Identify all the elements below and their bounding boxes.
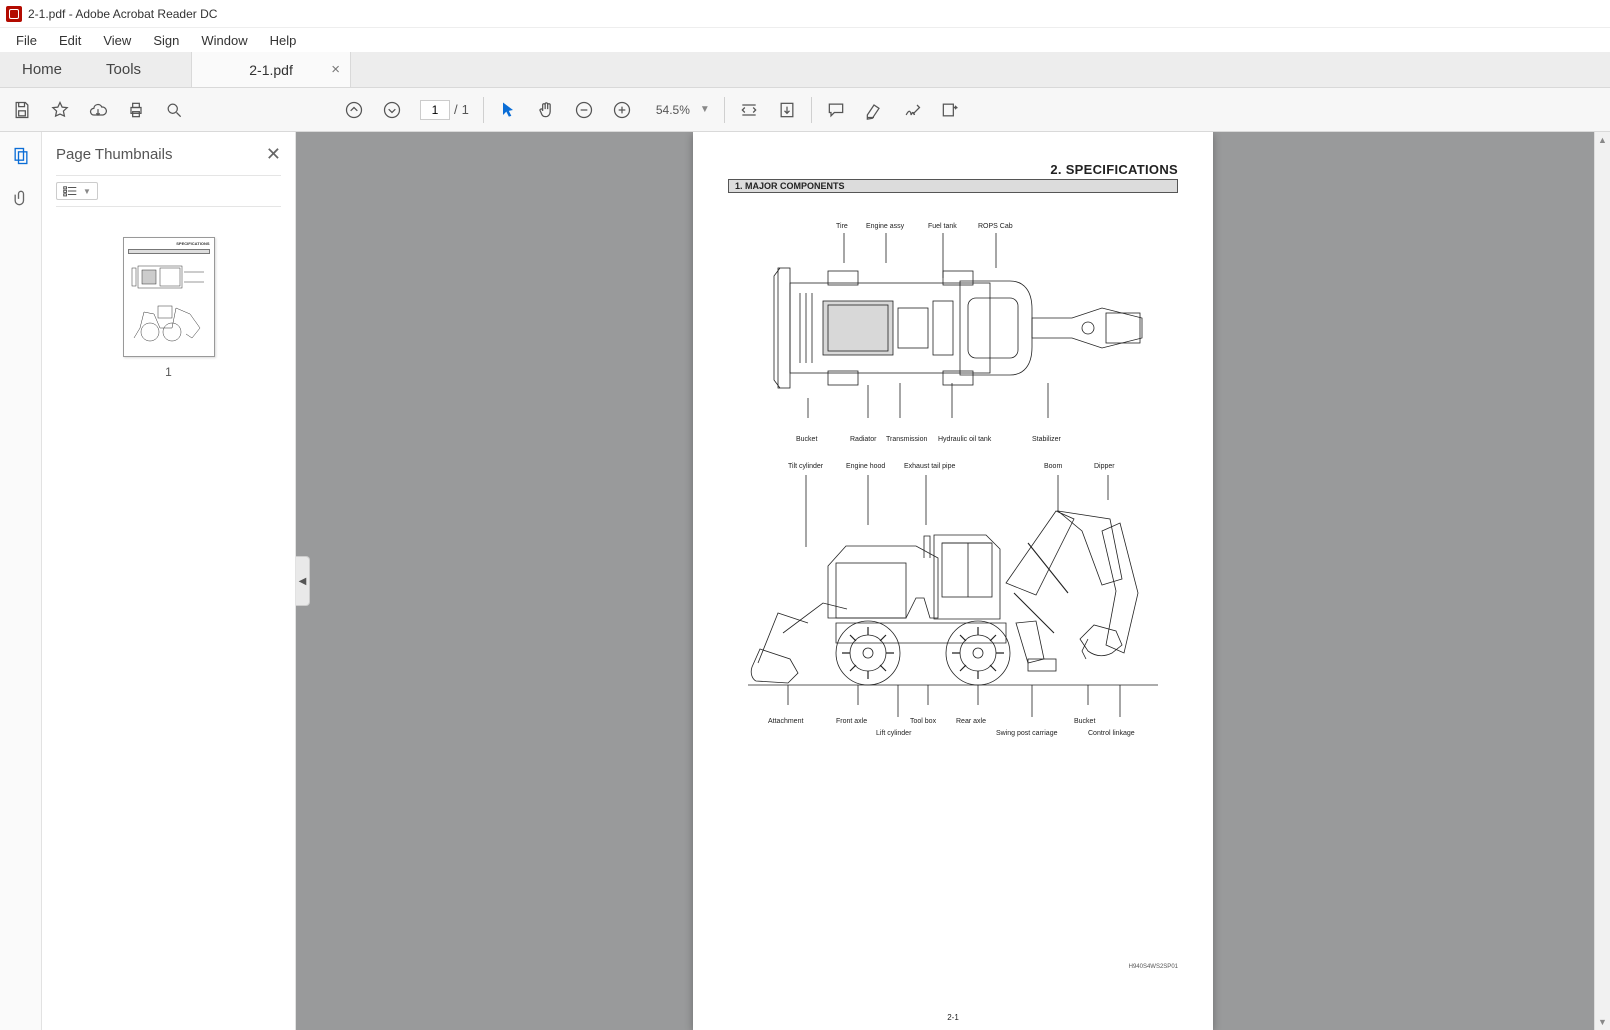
page-indicator: / 1 (420, 100, 469, 120)
fit-page-icon[interactable] (777, 100, 797, 120)
side-view-drawing: Tilt cylinder Engine hood Exhaust tail p… (728, 463, 1178, 743)
thumbnails-rail-icon[interactable] (11, 146, 31, 166)
doc-heading: 2. SPECIFICATIONS (728, 162, 1178, 177)
page-total: 1 (462, 102, 469, 117)
chevron-down-icon: ▼ (700, 104, 710, 115)
zoom-value: 54.5% (650, 103, 696, 117)
thumbnails-panel: Page Thumbnails ✕ ▼ SPECIFICATIONS 1 (42, 132, 296, 1030)
page-current-input[interactable] (420, 100, 450, 120)
fit-width-icon[interactable] (739, 100, 759, 120)
tab-document-label: 2-1.pdf (249, 62, 293, 78)
zoom-in-icon[interactable] (612, 100, 632, 120)
zoom-select[interactable]: 54.5% ▼ (650, 103, 710, 117)
label-engine-assy: Engine assy (866, 223, 904, 230)
label-stabilizer: Stabilizer (1032, 436, 1061, 443)
label-control-linkage: Control linkage (1088, 730, 1135, 737)
comment-icon[interactable] (826, 100, 846, 120)
menu-help[interactable]: Help (260, 31, 307, 50)
tab-home[interactable]: Home (0, 52, 84, 87)
label-tire: Tire (836, 223, 848, 230)
print-icon[interactable] (126, 100, 146, 120)
label-tool-box: Tool box (910, 718, 936, 725)
close-thumbnails-icon[interactable]: ✕ (266, 144, 281, 165)
tab-close-icon[interactable]: × (331, 61, 340, 78)
cloud-icon[interactable] (88, 100, 108, 120)
left-rail (0, 132, 42, 1030)
label-boom: Boom (1044, 463, 1062, 470)
search-icon[interactable] (164, 100, 184, 120)
sign-icon[interactable] (902, 100, 922, 120)
collapse-panel-handle[interactable]: ◀ (296, 556, 310, 606)
tab-document[interactable]: 2-1.pdf × (191, 52, 351, 87)
thumbnails-options-button[interactable]: ▼ (56, 182, 98, 200)
label-dipper: Dipper (1094, 463, 1115, 470)
doc-section-bar: 1. MAJOR COMPONENTS (728, 179, 1178, 193)
tab-tools[interactable]: Tools (84, 52, 163, 87)
thumbnail-1-label: 1 (123, 365, 215, 379)
menu-file[interactable]: File (6, 31, 47, 50)
pdf-icon (6, 6, 22, 22)
menubar: File Edit View Sign Window Help (0, 28, 1610, 52)
page-up-icon[interactable] (344, 100, 364, 120)
vertical-scrollbar[interactable]: ▲ ▼ (1594, 132, 1610, 1030)
label-engine-hood: Engine hood (846, 463, 885, 470)
label-swing-post-carriage: Swing post carriage (996, 730, 1057, 737)
highlight-icon[interactable] (864, 100, 884, 120)
toolbar: / 1 54.5% ▼ (0, 88, 1610, 132)
page-down-icon[interactable] (382, 100, 402, 120)
menu-view[interactable]: View (93, 31, 141, 50)
label-rops-cab: ROPS Cab (978, 223, 1013, 230)
label-tilt-cylinder: Tilt cylinder (788, 463, 823, 470)
thumbnail-1[interactable]: SPECIFICATIONS 1 (123, 237, 215, 379)
chevron-down-icon: ▼ (83, 187, 91, 196)
label-bucket2: Bucket (1074, 718, 1095, 725)
drawing-code: H940S4WS2SP01 (1129, 964, 1178, 970)
label-fuel-tank: Fuel tank (928, 223, 957, 230)
label-rear-axle: Rear axle (956, 718, 986, 725)
menu-edit[interactable]: Edit (49, 31, 91, 50)
label-lift-cylinder: Lift cylinder (876, 730, 911, 737)
workspace: Page Thumbnails ✕ ▼ SPECIFICATIONS 1 ◀ 2… (0, 132, 1610, 1030)
thumbnails-title: Page Thumbnails (56, 146, 172, 163)
titlebar: 2-1.pdf - Adobe Acrobat Reader DC (0, 0, 1610, 28)
pdf-page: 2. SPECIFICATIONS 1. MAJOR COMPONENTS Ti… (693, 132, 1213, 1030)
label-hydraulic-oil-tank: Hydraulic oil tank (938, 436, 991, 443)
hand-tool-icon[interactable] (536, 100, 556, 120)
scroll-down-icon[interactable]: ▼ (1595, 1014, 1610, 1030)
top-view-drawing: Tire Engine assy Fuel tank ROPS Cab (728, 223, 1178, 443)
label-radiator: Radiator (850, 436, 876, 443)
attachments-rail-icon[interactable] (11, 188, 31, 208)
label-bucket: Bucket (796, 436, 817, 443)
selection-tool-icon[interactable] (498, 100, 518, 120)
window-title: 2-1.pdf - Adobe Acrobat Reader DC (28, 7, 217, 21)
page-number: 2-1 (693, 1013, 1213, 1022)
save-icon[interactable] (12, 100, 32, 120)
label-exhaust-tail-pipe: Exhaust tail pipe (904, 463, 955, 470)
label-attachment: Attachment (768, 718, 803, 725)
page-sep: / (454, 102, 458, 117)
more-tools-icon[interactable] (940, 100, 960, 120)
tabstrip: Home Tools 2-1.pdf × (0, 52, 1610, 88)
star-icon[interactable] (50, 100, 70, 120)
menu-sign[interactable]: Sign (143, 31, 189, 50)
document-viewport: ◀ 2. SPECIFICATIONS 1. MAJOR COMPONENTS … (296, 132, 1610, 1030)
menu-window[interactable]: Window (191, 31, 257, 50)
label-transmission: Transmission (886, 436, 927, 443)
scroll-up-icon[interactable]: ▲ (1595, 132, 1610, 148)
zoom-out-icon[interactable] (574, 100, 594, 120)
label-front-axle: Front axle (836, 718, 867, 725)
